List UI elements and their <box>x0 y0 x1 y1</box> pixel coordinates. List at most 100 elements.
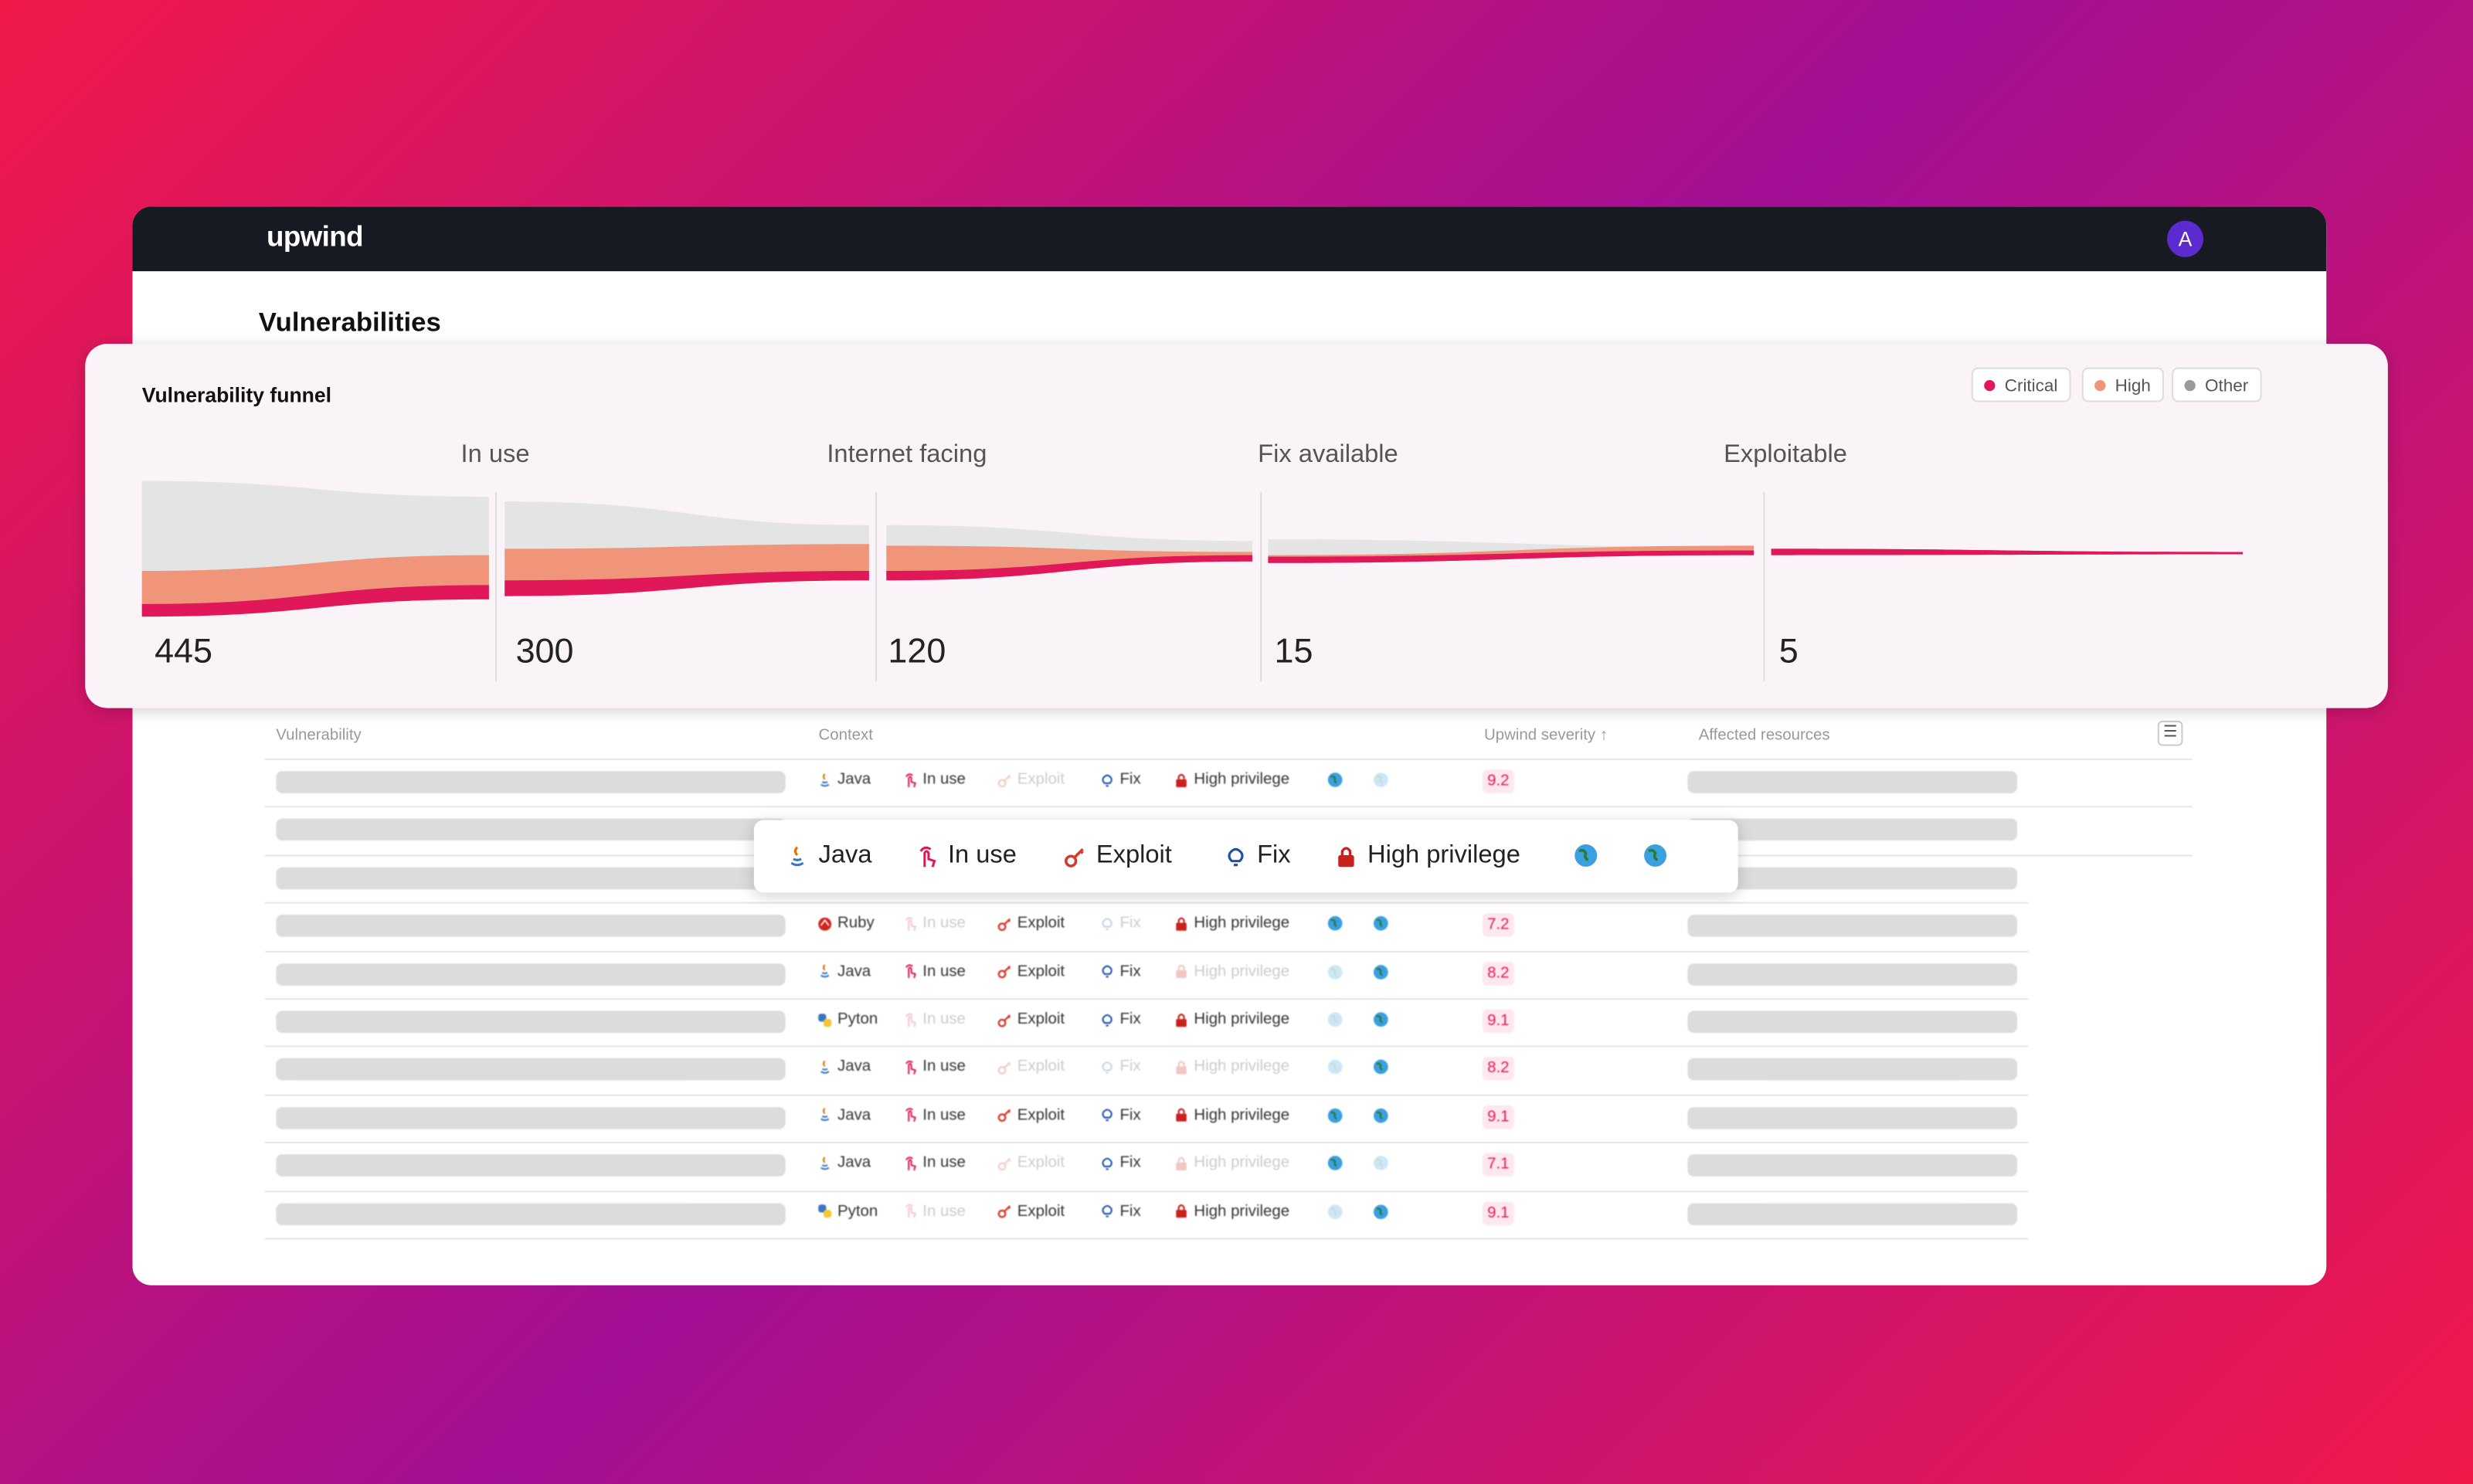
row-divider <box>264 1238 2029 1240</box>
placeholder <box>276 867 786 889</box>
legend-dot <box>2184 379 2196 392</box>
icon-Pyton <box>818 1204 832 1218</box>
icon-exploit <box>997 1157 1011 1170</box>
context-tag: Exploit <box>997 963 1065 980</box>
icon-globe <box>1373 916 1388 931</box>
popup-label: High privilege <box>1367 842 1520 869</box>
globe-tag <box>1372 771 1389 788</box>
context-tag: Fix <box>1099 1107 1141 1124</box>
severity: 9.1 <box>1483 1009 1514 1034</box>
stage-value: 5 <box>1778 630 1799 671</box>
context-tag: In use <box>902 963 966 980</box>
tag-label: High privilege <box>1194 963 1290 980</box>
icon-exploit <box>997 1205 1011 1218</box>
stage-divider <box>875 491 878 681</box>
legend-dot <box>2094 379 2106 392</box>
tag-label: In use <box>922 1154 966 1173</box>
stage-divider <box>1763 491 1765 681</box>
settings-button[interactable]: ☰ <box>2157 720 2183 746</box>
popup-item: Fix <box>1224 842 1291 871</box>
context-tag: High privilege <box>1174 1011 1289 1028</box>
icon-globe <box>1327 964 1343 980</box>
icon-globe <box>1327 1108 1343 1123</box>
globe-tag <box>1327 963 1344 980</box>
column-header: Upwind severity ↑ <box>1484 727 1608 745</box>
icon-exploit <box>997 1109 1011 1122</box>
legend-item: Other <box>2172 367 2261 402</box>
tag-label: Fix <box>1119 1058 1141 1077</box>
context-tag: Fix <box>1099 1203 1141 1220</box>
context-popup: Java In use Exploit Fix High privilege <box>753 820 1738 893</box>
language-tag: Java <box>817 1059 871 1076</box>
row-divider <box>264 1094 2029 1096</box>
icon-exploit <box>997 917 1011 931</box>
context-tag: Exploit <box>997 1203 1065 1220</box>
icon-fix <box>1102 1061 1113 1074</box>
top-bar: upwind A <box>132 206 2327 272</box>
globe-tag <box>1372 963 1389 980</box>
tag-label: High privilege <box>1194 771 1290 789</box>
tag-label: Exploit <box>1017 1202 1065 1221</box>
severity: 7.2 <box>1483 913 1514 937</box>
icon-priv <box>1176 1109 1187 1122</box>
icon-fix <box>1102 773 1113 786</box>
tag-label: High privilege <box>1194 915 1290 932</box>
stage-value: 120 <box>888 630 946 671</box>
popup-item: Exploit <box>1063 842 1172 871</box>
icon-Ruby <box>818 917 832 931</box>
globe-tag <box>1372 1107 1389 1124</box>
language-tag: Pyton <box>817 1011 878 1028</box>
tag-label: Fix <box>1119 1202 1141 1221</box>
tag-label: In use <box>922 963 966 980</box>
table: ☰ Vulnerability Context Upwind severity ↑ A… <box>132 206 2326 1285</box>
icon-Java <box>820 1156 830 1170</box>
placeholder <box>1687 867 2018 889</box>
legend-item: High <box>2081 367 2164 402</box>
globe-tag <box>1327 1059 1344 1076</box>
icon-inuse <box>905 1060 917 1075</box>
context-tag: In use <box>902 1203 966 1220</box>
tag-label: In use <box>922 915 966 932</box>
tag-label: Ruby <box>837 915 875 932</box>
icon-exploit <box>997 1014 1011 1027</box>
placeholder <box>276 1106 786 1129</box>
icon-globe <box>1574 844 1598 867</box>
stage-divider <box>1260 491 1262 681</box>
row-divider <box>264 758 2193 760</box>
stage-label: Fix available <box>1258 441 1398 469</box>
tag-label: Exploit <box>1017 915 1065 932</box>
stage-value: 300 <box>515 630 574 671</box>
icon-globe <box>1373 1156 1388 1171</box>
icon-inuse <box>905 1012 917 1027</box>
icon-exploit <box>1065 847 1084 867</box>
globe-tag <box>1327 771 1344 788</box>
row-divider <box>264 950 2029 953</box>
legend-dot <box>1984 379 1996 392</box>
icon-inuse <box>905 1204 917 1218</box>
placeholder <box>1687 1058 2018 1082</box>
icon-inuse <box>905 916 917 931</box>
tag-label: Fix <box>1119 771 1141 789</box>
tag-label: Fix <box>1119 915 1141 932</box>
tag-label: Fix <box>1119 963 1141 980</box>
logo[interactable]: upwind <box>267 220 364 253</box>
stage-divider <box>495 491 498 681</box>
context-tag: In use <box>902 1011 966 1028</box>
icon-Java <box>820 773 830 786</box>
avatar[interactable]: A <box>2167 220 2203 257</box>
icon-globe <box>1373 1060 1388 1075</box>
icon-fix <box>1102 1013 1113 1026</box>
tag-label: Exploit <box>1017 1154 1065 1173</box>
language-tag: Java <box>817 771 871 789</box>
stage-label: Internet facing <box>827 441 987 469</box>
tag-label: High privilege <box>1194 1154 1290 1173</box>
icon-inuse <box>905 1108 917 1122</box>
icon-Java <box>820 1108 830 1122</box>
icon-globe <box>1373 1108 1388 1123</box>
popup-label: Java <box>818 842 872 869</box>
tag-label: Fix <box>1119 1106 1141 1125</box>
icon-exploit <box>997 966 1011 979</box>
context-tag: Exploit <box>997 771 1065 789</box>
context-tag: High privilege <box>1174 1203 1289 1220</box>
context-tag: Fix <box>1099 1059 1141 1076</box>
